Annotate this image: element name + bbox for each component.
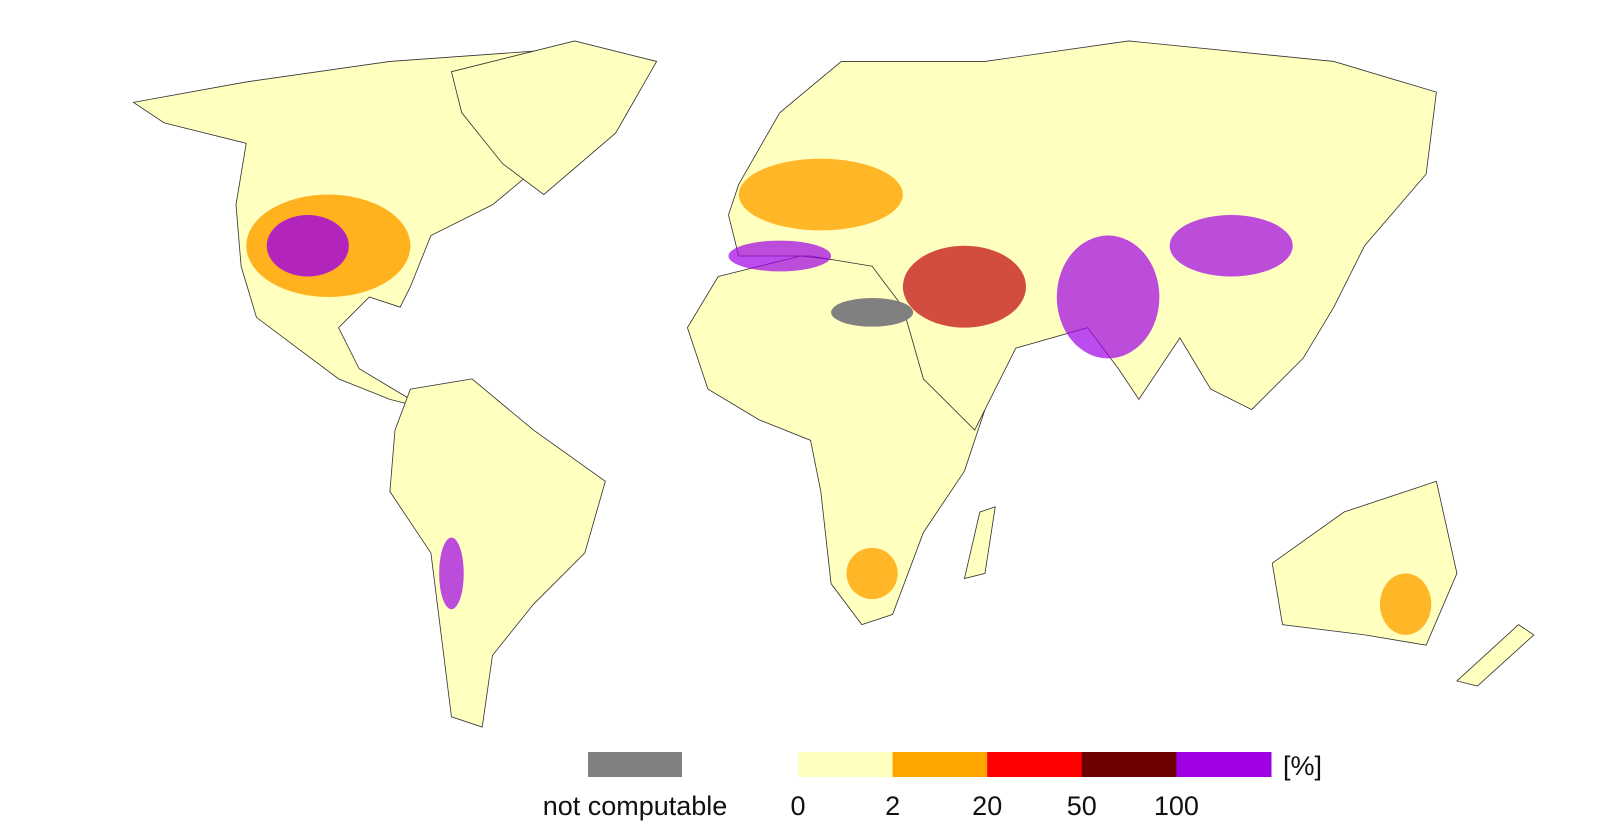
class-tick-label: 0 bbox=[790, 791, 805, 821]
unit-label: [%] bbox=[1283, 751, 1322, 781]
color-class-swatch bbox=[798, 752, 894, 777]
class-tick-label: 2 bbox=[885, 791, 900, 821]
australia bbox=[1271, 480, 1458, 646]
eurasia bbox=[728, 40, 1437, 431]
madagascar bbox=[963, 506, 996, 580]
south-america bbox=[389, 378, 606, 728]
water-stress-hotspots bbox=[246, 158, 1432, 635]
not-computable-swatch bbox=[588, 752, 682, 777]
class-tick-label: 20 bbox=[972, 791, 1002, 821]
color-class-swatch bbox=[1176, 752, 1272, 777]
color-class-swatch bbox=[987, 752, 1083, 777]
class-tick-label: 50 bbox=[1067, 791, 1097, 821]
world-map bbox=[132, 40, 1535, 728]
greenland bbox=[450, 40, 658, 196]
new-zealand bbox=[1456, 624, 1535, 687]
color-class-swatch bbox=[892, 752, 988, 777]
not-computable-label: not computable bbox=[543, 791, 728, 821]
legend: not computable 0 2 20 50 100 [%] bbox=[543, 751, 1322, 821]
class-tick-label: 100 bbox=[1154, 791, 1199, 821]
color-class-swatch bbox=[1081, 752, 1177, 777]
